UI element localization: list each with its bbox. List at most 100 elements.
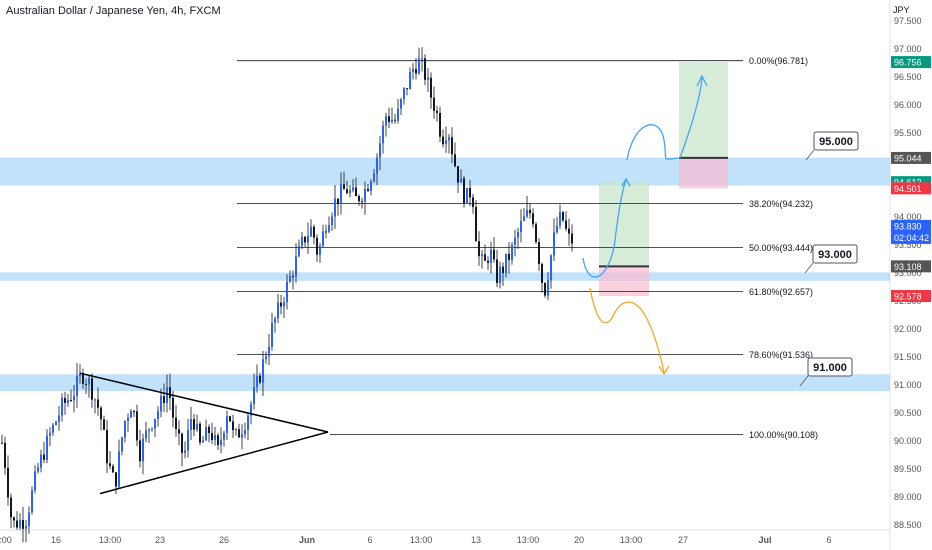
price-tag-label: 93.108 xyxy=(894,262,922,272)
stop-loss-zone xyxy=(599,266,649,297)
candle-body xyxy=(283,302,285,307)
candle-body xyxy=(535,224,537,242)
candle-body xyxy=(109,463,111,467)
candle-body xyxy=(403,88,405,100)
bullish-arrowhead-2 xyxy=(696,74,708,87)
y-tick-label: 97.000 xyxy=(894,44,922,54)
candle-body xyxy=(172,397,174,418)
triangle-lower-line xyxy=(99,431,329,495)
x-tick-label: 6 xyxy=(826,535,831,545)
candle-body xyxy=(358,196,360,202)
candle-body xyxy=(190,419,192,430)
candle-body xyxy=(475,207,477,242)
time-axis[interactable]: 3:00 16 13:00 23 26 Jun 6 13:00 13 13:00 20 13:00 27… xyxy=(0,535,832,545)
candle-body xyxy=(244,430,246,435)
candle-body xyxy=(121,437,123,452)
candle-body xyxy=(415,69,417,74)
fib-level-label: 100.00%(90.108) xyxy=(749,430,818,440)
currency-label: JPY xyxy=(893,5,910,15)
candle-body xyxy=(520,220,522,232)
candle-body xyxy=(91,378,93,400)
candle-body xyxy=(562,212,564,221)
candle-body xyxy=(316,237,318,255)
candle-body xyxy=(67,400,69,404)
fibonacci-retracement: 0.00%(96.781) 38.20%(94.232) 50.00%(93.444… xyxy=(237,56,818,440)
zone-band xyxy=(0,374,890,392)
price-tag xyxy=(891,260,931,273)
zone-band xyxy=(0,272,890,281)
candle-body xyxy=(22,520,24,529)
candle-body xyxy=(103,419,105,430)
candle-body xyxy=(343,184,345,190)
candle-body xyxy=(442,136,444,145)
candle-body xyxy=(16,520,18,528)
y-tick-label: 89.000 xyxy=(894,492,922,502)
candle-body xyxy=(484,254,486,261)
candle-body xyxy=(454,154,456,167)
triangle-upper-line xyxy=(79,372,329,433)
candle-body xyxy=(511,244,513,260)
candle-body xyxy=(532,213,534,225)
candle-body xyxy=(523,216,525,221)
candle-body xyxy=(178,429,180,434)
y-tick-label: 96.000 xyxy=(894,100,922,110)
price-tag-label: 95.044 xyxy=(894,153,922,163)
chart-title: Australian Dollar / Japanese Yen, 4h, FX… xyxy=(6,5,221,17)
support-resistance-zones xyxy=(0,157,890,392)
candle-body xyxy=(187,429,189,451)
callout-pointer xyxy=(799,375,809,387)
candle-body xyxy=(223,432,225,440)
candle-body xyxy=(202,440,204,443)
candle-body xyxy=(328,225,330,232)
trend-drawings xyxy=(79,74,708,495)
candle-body xyxy=(61,397,63,416)
candle-body xyxy=(25,526,27,529)
candle-body xyxy=(94,399,96,401)
zone-callouts: 95.000 93.000 91.000 xyxy=(799,131,859,387)
candle-body xyxy=(448,137,450,141)
candle-body xyxy=(496,259,498,283)
x-tick-label: 6 xyxy=(367,535,372,545)
x-tick-label: 26 xyxy=(219,535,229,545)
candle-body xyxy=(307,236,309,243)
x-tick-label: 13:00 xyxy=(620,535,643,545)
candle-body xyxy=(19,520,21,528)
candle-body xyxy=(400,99,402,109)
price-tag-label: 92.578 xyxy=(894,292,922,302)
candle-body xyxy=(565,220,567,229)
candle-body xyxy=(97,399,99,408)
candle-body xyxy=(556,225,558,233)
candle-body xyxy=(418,58,420,74)
candle-body xyxy=(337,198,339,204)
y-tick-label: 93.500 xyxy=(894,240,922,250)
candle-body xyxy=(469,187,471,198)
candle-body xyxy=(55,421,57,425)
price-axis[interactable]: JPY97.50097.00096.50096.00095.50095.0009… xyxy=(891,5,931,530)
candle-body xyxy=(70,400,72,402)
candle-body xyxy=(352,187,354,191)
candle-body xyxy=(4,442,6,468)
bearish-arrowhead xyxy=(658,365,670,376)
candle-body xyxy=(130,411,132,418)
fib-level-label: 0.00%(96.781) xyxy=(749,56,808,66)
zone-band xyxy=(0,157,890,186)
candle-body xyxy=(493,249,495,260)
price-tag xyxy=(891,151,931,164)
candle-body xyxy=(277,302,279,319)
candle-body xyxy=(541,263,543,284)
candle-body xyxy=(301,236,303,246)
x-tick-label: 3:00 xyxy=(0,535,12,545)
x-tick-label: 13 xyxy=(471,535,481,545)
current-price-label: 93.830 xyxy=(894,221,922,231)
candle-body xyxy=(85,383,87,385)
candle-body xyxy=(544,283,546,296)
candle-body xyxy=(502,266,504,274)
candle-body xyxy=(433,97,435,111)
candle-body xyxy=(133,411,135,413)
y-tick-label: 90.500 xyxy=(894,408,922,418)
y-tick-label: 95.500 xyxy=(894,128,922,138)
y-tick-label: 96.500 xyxy=(894,72,922,82)
y-tick-label: 94.000 xyxy=(894,212,922,222)
y-tick-label: 97.500 xyxy=(894,16,922,26)
